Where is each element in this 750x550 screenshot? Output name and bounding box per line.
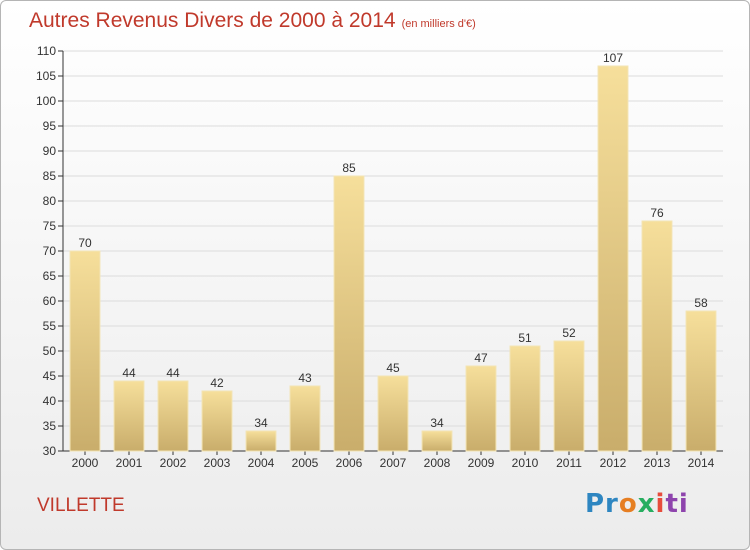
y-tick-label: 50	[43, 344, 57, 358]
y-tick-label: 30	[43, 444, 57, 458]
bar-2005	[289, 385, 321, 452]
y-tick-label: 90	[43, 144, 57, 158]
bar-2010	[509, 345, 541, 452]
y-tick-label: 75	[43, 219, 57, 233]
bar-2004	[245, 430, 277, 452]
logo-part: o	[618, 489, 638, 519]
chart-subtitle: (en milliers d'€)	[401, 18, 476, 30]
value-label-2010: 51	[518, 331, 532, 345]
y-tick-label: 95	[43, 119, 57, 133]
x-tick-label-2007: 2007	[380, 456, 407, 470]
bar-2013	[641, 220, 673, 452]
value-label-2009: 47	[474, 351, 488, 365]
y-tick-label: 35	[43, 419, 57, 433]
x-tick-label-2013: 2013	[644, 456, 671, 470]
bar-2009	[465, 365, 497, 452]
bar-2008	[421, 430, 453, 452]
y-tick-label: 45	[43, 369, 57, 383]
bar-2003	[201, 390, 233, 452]
logo-part: ti	[665, 489, 689, 519]
x-tick-label-2011: 2011	[556, 456, 582, 470]
value-label-2008: 34	[430, 416, 444, 430]
y-tick-label: 110	[37, 44, 56, 58]
value-labels: 70 44 44 42 34 43 85 45 34 47 51 52 107 76 58	[78, 51, 708, 430]
x-tick-label-2014: 2014	[688, 456, 715, 470]
bar-2001	[113, 380, 145, 452]
bars	[69, 65, 717, 452]
x-tick-labels: 2000 2001 2002 2003 2004 2005 2006 2007 2008 2009…	[72, 456, 715, 470]
value-label-2006: 85	[342, 161, 356, 175]
bar-2006	[333, 175, 365, 452]
bar-2000	[69, 250, 101, 452]
value-label-2004: 34	[254, 416, 268, 430]
value-label-2003: 42	[210, 376, 224, 390]
logo-part: i	[655, 489, 666, 519]
x-tick-label-2005: 2005	[292, 456, 319, 470]
logo-part: Pr	[585, 489, 619, 519]
bar-2012	[597, 65, 629, 452]
value-label-2013: 76	[650, 206, 664, 220]
x-tick-label-2003: 2003	[204, 456, 231, 470]
y-tick-label: 40	[43, 394, 57, 408]
x-tick-label-2008: 2008	[424, 456, 451, 470]
bar-2011	[553, 340, 585, 452]
x-tick-label-2001: 2001	[116, 456, 143, 470]
value-label-2014: 58	[694, 296, 708, 310]
y-tick-labels: 30 35 40 45 50 55 60 65 70 75 80 85 90 95 100 105 110	[36, 44, 56, 458]
value-label-2001: 44	[122, 366, 136, 380]
logo-part: x	[637, 489, 656, 519]
y-tick-label: 80	[43, 194, 57, 208]
proxiti-logo: Proxiti	[585, 489, 689, 519]
x-tick-label-2006: 2006	[336, 456, 363, 470]
x-tick-label-2010: 2010	[512, 456, 539, 470]
y-tick-label: 100	[36, 94, 56, 108]
chart-title: Autres Revenus Divers de 2000 à 2014 (en …	[29, 9, 476, 33]
x-tick-label-2000: 2000	[72, 456, 99, 470]
x-tick-label-2012: 2012	[600, 456, 627, 470]
value-label-2011: 52	[562, 326, 576, 340]
bar-2002	[157, 380, 189, 452]
value-label-2005: 43	[298, 371, 312, 385]
y-tick-label: 85	[43, 169, 57, 183]
y-tick-label: 60	[43, 294, 57, 308]
value-label-2000: 70	[78, 236, 92, 250]
y-tick-label: 55	[43, 319, 57, 333]
y-tick-label: 70	[43, 244, 57, 258]
y-tick-label: 105	[36, 69, 56, 83]
x-tick-label-2004: 2004	[248, 456, 275, 470]
x-tick-label-2002: 2002	[160, 456, 187, 470]
bar-2014	[685, 310, 717, 452]
x-tick-label-2009: 2009	[468, 456, 495, 470]
chart-title-text: Autres Revenus Divers de 2000 à 2014	[29, 9, 396, 32]
value-label-2012: 107	[603, 51, 623, 65]
value-label-2002: 44	[166, 366, 180, 380]
bar-2007	[377, 375, 409, 452]
y-tick-label: 65	[43, 269, 57, 283]
place-name: VILLETTE	[37, 495, 125, 516]
value-label-2007: 45	[386, 361, 400, 375]
